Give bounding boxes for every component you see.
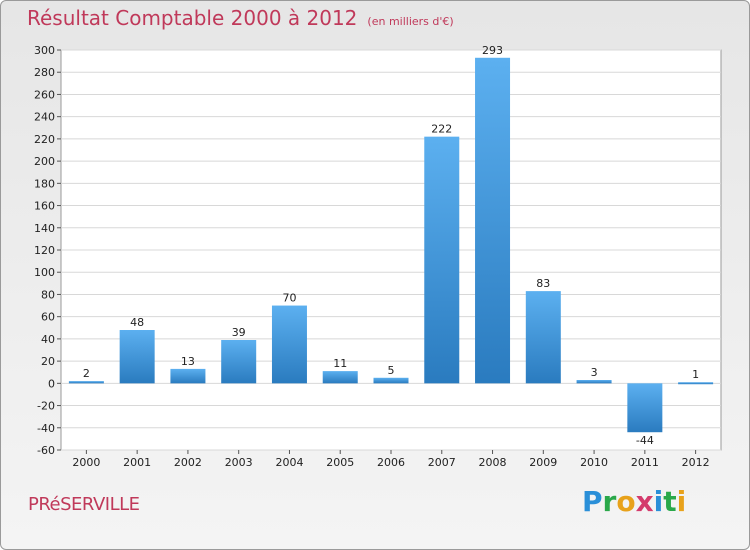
x-tick-label: 2008 xyxy=(479,456,507,469)
x-tick-label: 2006 xyxy=(377,456,405,469)
y-tick-label: 180 xyxy=(34,177,55,190)
x-tick-label: 2000 xyxy=(72,456,100,469)
y-tick-label: -20 xyxy=(37,400,55,413)
data-label: 293 xyxy=(482,44,503,57)
bar-2004 xyxy=(271,305,307,384)
bar-2012 xyxy=(678,382,714,385)
logo-letter: r xyxy=(602,485,617,518)
x-axis-ticks: 2000 2001 2002 2003 2004 2005 2006 2007 2008 2009… xyxy=(72,450,710,469)
data-label: 70 xyxy=(282,292,296,305)
title-text: Résultat Comptable 2000 à 2012 xyxy=(27,6,358,30)
logo-letter: i xyxy=(653,485,664,518)
bar-2001 xyxy=(119,330,155,384)
logo-letter: i xyxy=(676,485,687,518)
logo-letter: o xyxy=(616,485,636,518)
data-label: 2 xyxy=(83,367,90,380)
bar-2008 xyxy=(475,57,511,384)
x-tick-label: 2007 xyxy=(428,456,456,469)
bar-2010 xyxy=(576,380,612,384)
bar-2009 xyxy=(525,291,561,384)
data-label: -44 xyxy=(636,434,654,447)
bar-2011 xyxy=(627,383,663,433)
x-tick-label: 2005 xyxy=(326,456,354,469)
data-label: 11 xyxy=(333,357,347,370)
bars: 2 48 13 39 70 11 5 222 293 83 3 -44 1 xyxy=(68,44,714,447)
bar-2007 xyxy=(424,136,460,384)
x-tick-label: 2002 xyxy=(174,456,202,469)
y-tick-label: -60 xyxy=(37,444,55,457)
chart-subtitle: (en milliers d'€) xyxy=(367,15,454,28)
y-tick-label: 260 xyxy=(34,88,55,101)
y-tick-label: 160 xyxy=(34,200,55,213)
x-tick-label: 2012 xyxy=(682,456,710,469)
y-tick-label: 120 xyxy=(34,244,55,257)
x-tick-label: 2001 xyxy=(123,456,151,469)
data-label: 39 xyxy=(232,326,246,339)
proxiti-logo: Proxiti xyxy=(582,485,686,518)
x-tick-label: 2003 xyxy=(225,456,253,469)
y-tick-label: 40 xyxy=(41,333,55,346)
data-label: 222 xyxy=(431,123,452,136)
logo-letter: x xyxy=(635,485,654,518)
y-tick-label: 220 xyxy=(34,133,55,146)
y-tick-label: 20 xyxy=(41,355,55,368)
y-axis-ticks: -60 -40 -20 0 20 40 60 80 100 120 140 160 180 200 220 2… xyxy=(34,44,61,457)
data-label: 13 xyxy=(181,355,195,368)
y-tick-label: 300 xyxy=(34,44,55,57)
y-tick-label: 280 xyxy=(34,66,55,79)
y-tick-label: 200 xyxy=(34,155,55,168)
y-tick-label: 0 xyxy=(48,377,55,390)
y-tick-label: 240 xyxy=(34,111,55,124)
bar-2000 xyxy=(68,381,104,384)
bar-2003 xyxy=(221,340,257,384)
logo-letter: P xyxy=(582,485,603,518)
x-tick-label: 2010 xyxy=(580,456,608,469)
x-tick-label: 2011 xyxy=(631,456,659,469)
data-label: 3 xyxy=(591,366,598,379)
data-label: 1 xyxy=(692,368,699,381)
data-label: 83 xyxy=(536,277,550,290)
y-tick-label: -40 xyxy=(37,422,55,435)
town-name: PRéSERVILLE xyxy=(28,494,140,515)
bar-2005 xyxy=(322,371,358,384)
y-tick-label: 80 xyxy=(41,288,55,301)
y-tick-label: 100 xyxy=(34,266,55,279)
logo-letter: t xyxy=(663,485,677,518)
x-tick-label: 2009 xyxy=(529,456,557,469)
data-label: 5 xyxy=(388,364,395,377)
bar-2006 xyxy=(373,377,409,384)
y-tick-label: 140 xyxy=(34,222,55,235)
data-label: 48 xyxy=(130,316,144,329)
chart-title: Résultat Comptable 2000 à 2012 (en millie… xyxy=(27,6,454,30)
bar-2002 xyxy=(170,368,206,384)
x-tick-label: 2004 xyxy=(275,456,303,469)
y-tick-label: 60 xyxy=(41,311,55,324)
